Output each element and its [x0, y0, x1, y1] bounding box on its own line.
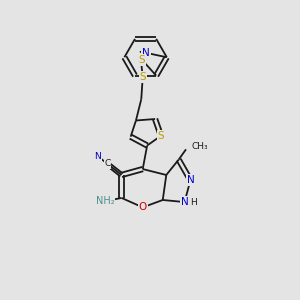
Text: N: N [181, 197, 188, 207]
Text: N: N [142, 48, 150, 58]
Text: S: S [158, 131, 164, 141]
Text: CH₃: CH₃ [191, 142, 208, 152]
Text: S: S [139, 55, 145, 65]
Text: H: H [190, 198, 197, 207]
Text: N: N [94, 152, 101, 161]
Text: C: C [104, 159, 110, 168]
Text: NH₂: NH₂ [96, 196, 115, 206]
Text: N: N [187, 175, 194, 185]
Text: S: S [140, 72, 146, 82]
Text: O: O [139, 202, 147, 212]
